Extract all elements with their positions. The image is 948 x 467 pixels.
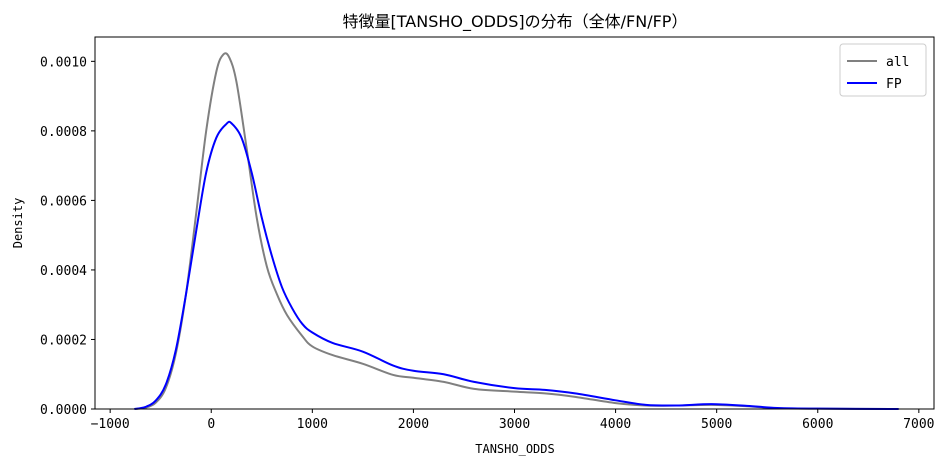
legend: all FP <box>839 43 927 97</box>
y-axis: 0.0000 0.0002 0.0004 0.0006 0.0008 0.0010 <box>40 55 95 418</box>
x-tick-label: 2000 <box>398 417 429 432</box>
legend-box <box>839 43 927 97</box>
y-tick-label: 0.0006 <box>40 194 87 209</box>
y-tick-label: 0.0000 <box>40 403 87 418</box>
x-tick-label: 1000 <box>297 417 328 432</box>
x-axis: −1000 0 1000 2000 3000 4000 5000 6000 7000 <box>91 409 934 432</box>
x-tick-label: 6000 <box>802 417 833 432</box>
y-tick-label: 0.0008 <box>40 125 87 140</box>
x-axis-title: TANSHO_ODDS <box>475 442 554 456</box>
x-tick-label: −1000 <box>91 417 130 432</box>
x-tick-label: 5000 <box>701 417 732 432</box>
y-axis-title: Density <box>11 198 25 249</box>
plot-area <box>134 52 899 410</box>
y-tick-label: 0.0004 <box>40 264 87 279</box>
y-tick-label: 0.0002 <box>40 333 87 348</box>
x-tick-label: 7000 <box>903 417 934 432</box>
x-tick-label: 0 <box>207 417 215 432</box>
x-tick-label: 4000 <box>600 417 631 432</box>
x-tick-label: 3000 <box>499 417 530 432</box>
legend-label-all: all <box>886 55 909 70</box>
chart-title: 特徴量[TANSHO_ODDS]の分布（全体/FN/FP） <box>343 12 688 32</box>
legend-label-fp: FP <box>886 77 902 92</box>
series-line-fp <box>134 120 899 410</box>
y-tick-label: 0.0010 <box>40 55 87 70</box>
